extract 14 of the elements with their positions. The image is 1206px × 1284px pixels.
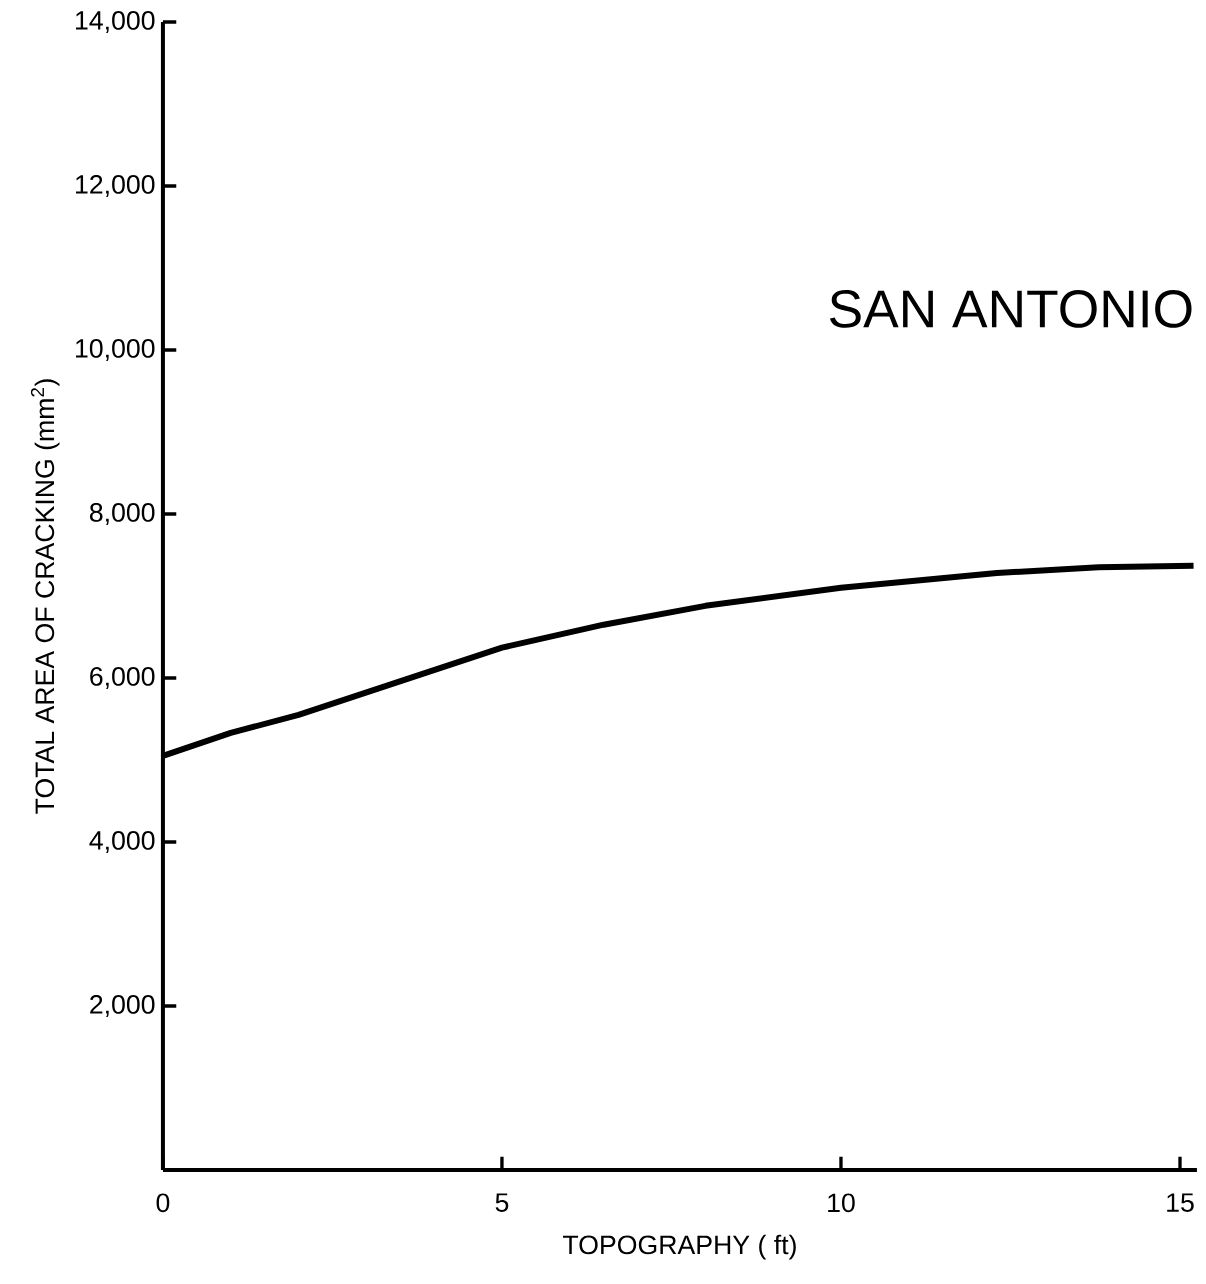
y-tick-label: 6,000: [90, 666, 155, 690]
x-tick-label: 5: [495, 1193, 509, 1212]
x-tick-label: 0: [156, 1193, 170, 1213]
y-axis-title: TOTAL AREA OF CRACKING (mm$^{2}$): [30, 379, 60, 814]
x-axis-title: TOPOGRAPHY ( ft): [563, 1234, 796, 1260]
y-tick-label: 14,000: [76, 10, 155, 33]
annotation: SAN ANTONIO: [830, 290, 1192, 328]
x-tick-label: 10: [828, 1193, 855, 1213]
y-tick-label: 12,000: [76, 174, 155, 197]
y-tick-label: 8,000: [90, 502, 155, 525]
y-tick-label: 10,000: [76, 338, 155, 361]
x-tick-label: 15: [1167, 1193, 1194, 1212]
y-tick-label: 2,000: [90, 994, 155, 1018]
y-tick-label: 4,000: [89, 830, 155, 854]
